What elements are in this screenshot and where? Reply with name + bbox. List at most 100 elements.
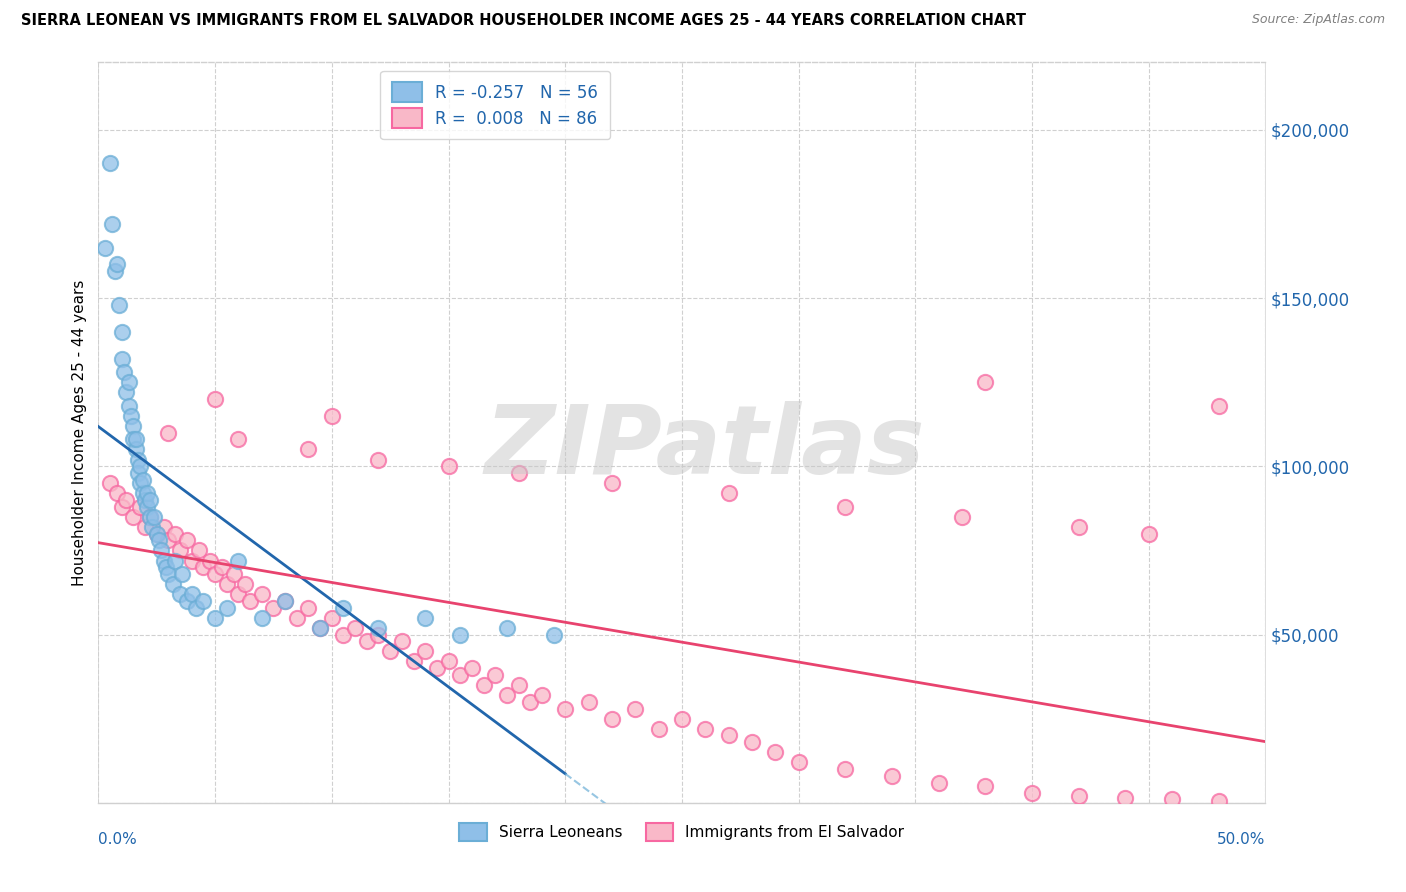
Point [309, 621, 332, 635]
Point [162, 577, 184, 591]
Point [127, 466, 149, 480]
Point [1067, 520, 1090, 534]
Point [426, 661, 449, 675]
Point [176, 594, 198, 608]
Point [321, 610, 343, 624]
Point [624, 701, 647, 715]
Point [193, 594, 215, 608]
Point [717, 729, 740, 743]
Point [928, 775, 950, 789]
Point [974, 375, 997, 389]
Point [297, 600, 319, 615]
Point [118, 399, 141, 413]
Point [94, 240, 117, 255]
Point [115, 492, 138, 507]
Point [554, 701, 576, 715]
Text: ZIPatlas: ZIPatlas [485, 401, 925, 494]
Point [332, 627, 354, 641]
Point [152, 553, 174, 567]
Point [134, 492, 156, 507]
Point [880, 769, 903, 783]
Point [98, 476, 121, 491]
Point [380, 644, 402, 658]
Point [98, 156, 121, 170]
Point [111, 500, 134, 514]
Point [717, 486, 740, 500]
Point [200, 553, 222, 567]
Point [228, 553, 250, 567]
Point [402, 655, 425, 669]
Point [122, 418, 145, 433]
Point [141, 520, 163, 534]
Point [186, 600, 208, 615]
Point [111, 351, 134, 366]
Point [250, 587, 273, 601]
Point [250, 610, 273, 624]
Point [172, 566, 194, 581]
Point [787, 756, 810, 770]
Point [104, 264, 127, 278]
Point [367, 621, 389, 635]
Point [143, 509, 166, 524]
Point [157, 566, 180, 581]
Point [222, 566, 245, 581]
Point [193, 560, 215, 574]
Point [204, 566, 226, 581]
Point [974, 779, 997, 793]
Point [150, 543, 173, 558]
Point [472, 678, 495, 692]
Point [437, 655, 460, 669]
Point [122, 509, 145, 524]
Text: SIERRA LEONEAN VS IMMIGRANTS FROM EL SALVADOR HOUSEHOLDER INCOME AGES 25 - 44 YE: SIERRA LEONEAN VS IMMIGRANTS FROM EL SAL… [21, 13, 1026, 29]
Point [165, 553, 187, 567]
Point [139, 509, 162, 524]
Point [508, 466, 530, 480]
Point [204, 610, 226, 624]
Point [204, 392, 226, 406]
Point [763, 745, 786, 759]
Point [148, 533, 170, 548]
Point [413, 644, 436, 658]
Point [449, 627, 471, 641]
Point [118, 375, 141, 389]
Point [1208, 399, 1230, 413]
Point [600, 712, 623, 726]
Point [600, 476, 623, 491]
Point [105, 257, 128, 271]
Point [309, 621, 332, 635]
Point [496, 621, 519, 635]
Point [1208, 794, 1230, 808]
Point [741, 735, 763, 749]
Point [105, 486, 128, 500]
Point [136, 500, 159, 514]
Point [120, 409, 142, 423]
Point [484, 668, 506, 682]
Point [228, 587, 250, 601]
Point [101, 217, 124, 231]
Point [262, 600, 284, 615]
Point [496, 688, 519, 702]
Point [1067, 789, 1090, 803]
Point [122, 433, 145, 447]
Point [132, 473, 155, 487]
Point [285, 610, 308, 624]
Text: 0.0%: 0.0% [98, 832, 138, 847]
Point [136, 486, 159, 500]
Point [211, 560, 233, 574]
Point [274, 594, 297, 608]
Text: 50.0%: 50.0% [1218, 832, 1265, 847]
Point [578, 695, 600, 709]
Point [169, 543, 191, 558]
Point [235, 577, 257, 591]
Point [647, 722, 669, 736]
Point [111, 325, 134, 339]
Point [115, 385, 138, 400]
Point [169, 587, 191, 601]
Point [146, 526, 169, 541]
Point [125, 433, 148, 447]
Point [187, 543, 209, 558]
Point [215, 600, 238, 615]
Point [1137, 526, 1160, 541]
Point [129, 476, 152, 491]
Point [449, 668, 471, 682]
